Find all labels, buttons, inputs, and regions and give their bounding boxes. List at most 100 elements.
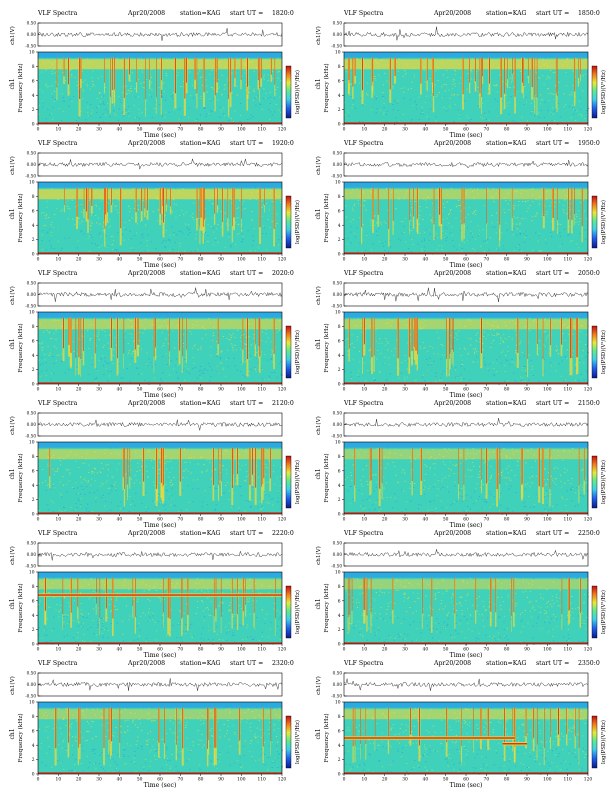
spectrogram-speck [538,234,540,236]
waveform-axis-label: ch1(V) [9,26,16,45]
spectrogram-speck [356,58,358,60]
spectrogram-speck [501,101,503,102]
spectrogram-speck [352,219,354,220]
spectrogram-speck [576,487,578,489]
spectrogram-speck [145,492,147,494]
spectrogram-speck [223,115,226,117]
spectrogram-speck [489,329,491,330]
spectrogram-speck [116,249,118,251]
spectrogram-speck [128,511,130,512]
spectrogram-speck [570,117,572,118]
spectrogram-speck [158,469,160,471]
spectrogram-speck [112,248,114,250]
spectrogram-speck [572,333,574,335]
spectrogram-speck [423,69,425,71]
spectrogram-speck [477,361,479,363]
spectrogram-speck [217,241,219,243]
spectrogram-speck [245,476,248,478]
spectrogram-speck [483,361,485,363]
spectrogram-speck [482,349,484,351]
spectrogram-speck [503,334,505,335]
spectrogram-speck [111,501,113,503]
spectrogram-speck [426,358,428,360]
burst-core [394,57,396,76]
spectrogram-speck [215,504,217,506]
x-tick-label: 120 [278,518,287,523]
spectrogram-speck [130,80,132,82]
burst-core [273,317,275,354]
spectrogram-speck [485,240,487,242]
spectrogram-speck [221,94,223,96]
spectrogram-speck [412,244,414,245]
spectrogram-speck [54,471,56,472]
spectrogram-speck [280,374,282,376]
spectrogram-speck [105,500,107,502]
spectrogram-speck [138,346,140,347]
spectrogram-speck [511,359,513,360]
spectrogram-speck [50,500,52,502]
spectrogram-speck [566,58,568,60]
spectrogram-speck [525,506,527,508]
spectrogram-speck [466,494,468,496]
burst-core [196,57,198,94]
spectrogram-speck [571,240,573,241]
x-tick-label: 110 [257,128,266,133]
spectrogram-speck [544,205,546,207]
y-tick-label: 0 [32,253,35,258]
spectrogram-speck [52,96,54,98]
spectrogram-speck [423,238,426,240]
spectrogram-speck [513,208,515,210]
spectrogram-speck [576,452,578,454]
spectrogram-speck [141,466,143,467]
spectrogram-speck [169,493,171,495]
spectrogram-speck [280,466,282,468]
spectrogram-speck [173,68,175,70]
spectrogram-speck [153,481,155,483]
spectrogram-speck [82,88,84,90]
spectrogram-speck [260,355,262,357]
spectrogram-speck [567,469,569,471]
spectrogram-speck [147,249,149,251]
waveform-trace [37,287,283,302]
spectrogram-speck [146,201,148,203]
spectrogram-speck [431,253,434,255]
spectrogram-speck [524,365,526,367]
spectrogram-speck [186,477,188,479]
spectrogram-speck [455,500,458,502]
header-left: VLF Spectra [343,400,384,407]
spectrogram-speck [406,368,408,370]
spectrogram-speck [112,244,114,246]
spectrogram-speck [553,467,555,469]
spectrogram-speck [471,236,474,238]
spectrogram-speck [73,96,75,97]
burst-core [415,317,417,351]
x-tick-label: 120 [278,258,287,263]
spectrogram-speck [170,498,172,500]
spectrogram-speck [579,233,581,235]
spectrogram-speck [474,353,476,355]
spectrogram-speck [122,105,124,106]
spectrogram-speck [269,118,271,120]
spectrogram-speck [219,106,221,108]
spectrogram-speck [574,329,576,330]
spectrogram-speck [267,467,269,469]
spectrogram-speck [571,94,573,96]
spectrogram-speck [269,376,271,378]
spectrogram-speck [493,329,495,331]
spectrogram-speck [410,220,412,221]
header-date: Apr20/2008 [127,140,165,147]
spectrogram-speck [446,237,448,238]
spectrogram-speck [581,489,583,491]
spectrogram-speck [584,73,586,75]
spectrogram-speck [562,333,564,335]
spectrogram-speck [49,114,51,116]
panel-2120: VLF Spectra Apr20/2008 station=KAG start UT… [9,400,301,529]
spectrogram-speck [265,467,267,468]
spectrogram-speck [386,379,388,381]
spectrogram-speck [134,235,136,237]
x-tick-label: 20 [382,128,388,133]
spectrogram-speck [420,113,422,115]
spectrogram-speck [532,201,534,203]
spectrogram-speck [516,450,519,452]
spectrogram-speck [490,475,493,476]
